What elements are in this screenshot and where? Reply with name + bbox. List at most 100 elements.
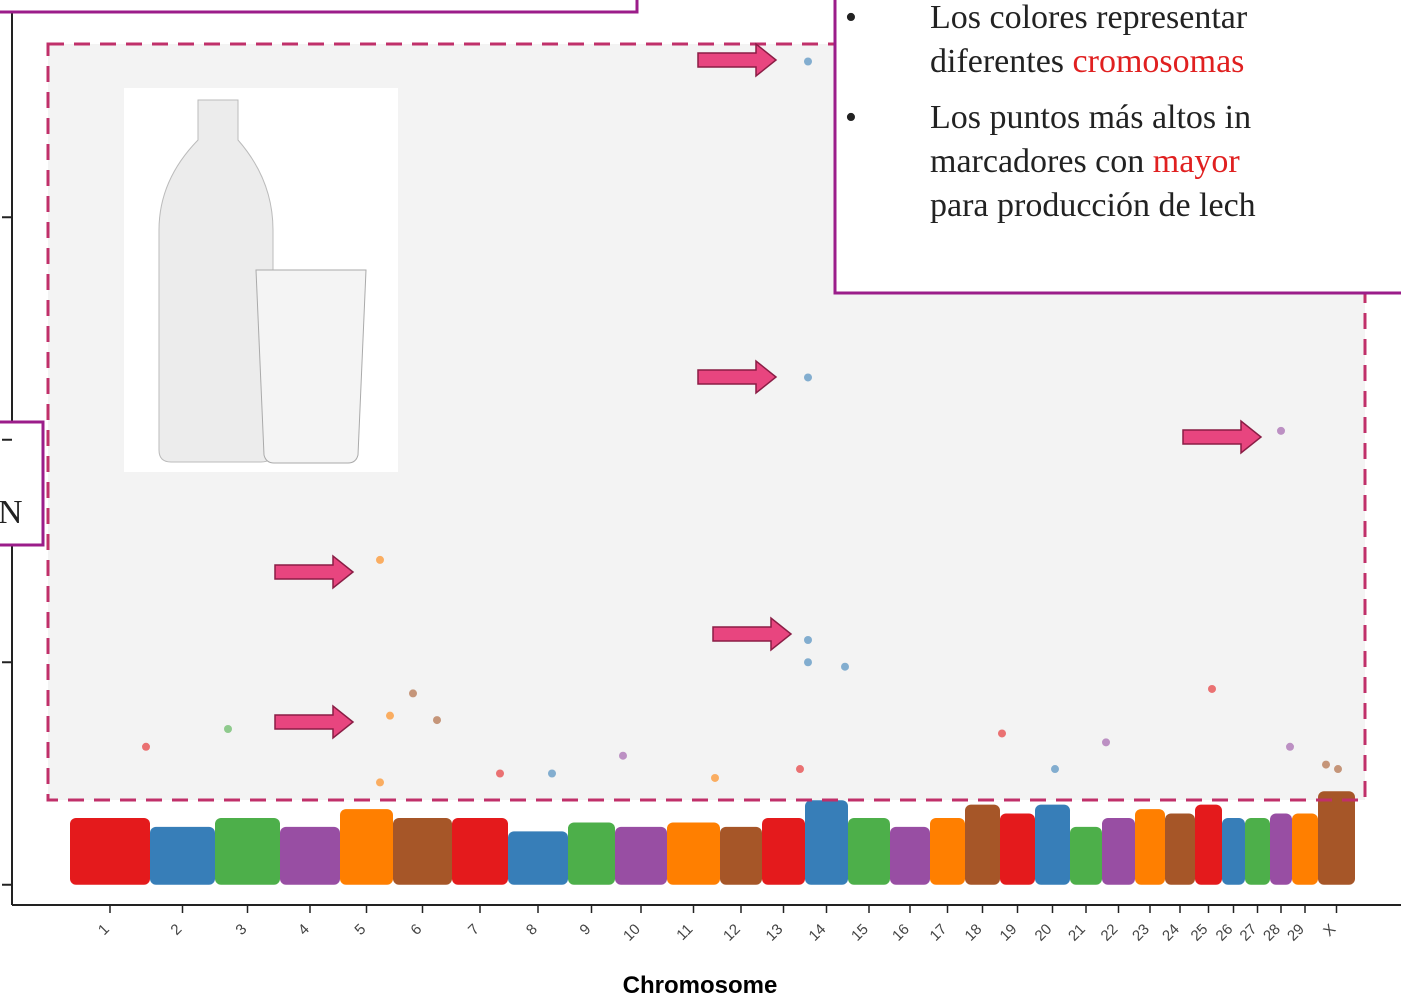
note-text: marcadores con — [930, 143, 1153, 180]
note-text: para producción de lech — [930, 187, 1256, 224]
x-tick-label: 20 — [1032, 921, 1056, 945]
snp-point — [1277, 427, 1285, 435]
snp-point — [711, 774, 719, 782]
note-highlight: mayor — [1153, 143, 1241, 180]
x-tick-label: 29 — [1284, 921, 1308, 945]
chromosome-cloud — [280, 827, 340, 885]
x-tick-label: 14 — [806, 921, 830, 945]
chromosome-cloud — [1292, 814, 1318, 885]
x-tick-label: X — [1320, 921, 1339, 940]
x-tick-label: 1 — [95, 921, 113, 939]
x-tick-label: 25 — [1188, 921, 1212, 945]
snp-point — [998, 729, 1006, 737]
note-text: marcadores con mayor — [930, 143, 1240, 180]
chromosome-cloud — [1318, 791, 1355, 884]
chromosome-cloud — [1070, 827, 1102, 885]
chromosome-cloud — [568, 822, 615, 884]
x-tick-label: 9 — [576, 921, 594, 939]
chromosome-cloud — [965, 805, 1000, 885]
snp-point — [548, 770, 556, 778]
snp-point — [1286, 743, 1294, 751]
snp-point — [804, 636, 812, 644]
snp-point — [804, 58, 812, 66]
snp-point — [1208, 685, 1216, 693]
snp-point — [376, 556, 384, 564]
glass — [256, 270, 366, 463]
x-tick-label: 4 — [295, 921, 313, 939]
x-axis-label: Chromosome — [623, 972, 778, 999]
snp-point — [1334, 765, 1342, 773]
chromosome-cloud — [1245, 818, 1270, 885]
chromosome-cloud — [1222, 818, 1245, 885]
snp-point — [386, 712, 394, 720]
chromosome-cloud — [1135, 809, 1165, 885]
x-tick-label: 18 — [962, 921, 986, 945]
side-label: N — [0, 494, 23, 531]
x-tick-label: 16 — [889, 921, 913, 945]
snp-point — [376, 778, 384, 786]
chromosome-cloud — [805, 800, 848, 885]
x-tick-label: 17 — [927, 921, 951, 945]
x-tick-label: 28 — [1260, 921, 1284, 945]
snp-point — [841, 663, 849, 671]
x-tick-label: 7 — [465, 921, 483, 939]
chromosome-cloud — [150, 827, 215, 885]
chromosome-cloud — [930, 818, 965, 885]
snp-point — [433, 716, 441, 724]
x-tick-label: 26 — [1213, 921, 1237, 945]
x-tick-label: 5 — [351, 921, 369, 939]
bullet: • — [845, 0, 857, 36]
snp-point — [1322, 761, 1330, 769]
chromosome-cloud — [1195, 805, 1222, 885]
x-tick-label: 21 — [1065, 921, 1089, 945]
snp-point — [804, 658, 812, 666]
chromosome-cloud — [667, 822, 720, 884]
snp-point — [619, 752, 627, 760]
slide: Chromosome N • Los colores representar d… — [0, 0, 1401, 1005]
x-tick-label: 23 — [1129, 921, 1153, 945]
x-tick-label: 3 — [232, 921, 250, 939]
chromosome-cloud — [720, 827, 762, 885]
chromosome-cloud — [1000, 814, 1035, 885]
chromosome-cloud — [1102, 818, 1135, 885]
chromosome-cloud — [340, 809, 393, 885]
chromosome-cloud — [452, 818, 508, 885]
x-tick-label: 2 — [167, 921, 185, 939]
chromosome-cloud — [508, 831, 568, 884]
x-tick-label: 12 — [720, 921, 744, 945]
bullet: • — [845, 99, 857, 136]
x-tick-label: 11 — [673, 921, 696, 944]
x-tick-label: 27 — [1237, 921, 1261, 945]
note-highlight: cromosomas — [1073, 43, 1245, 80]
snp-point — [1051, 765, 1059, 773]
chromosome-cloud — [1035, 805, 1070, 885]
chromosome-cloud — [393, 818, 452, 885]
x-tick-label: 15 — [848, 921, 872, 945]
chromosome-cloud — [1165, 814, 1195, 885]
chromosome-cloud — [215, 818, 280, 885]
snp-point — [224, 725, 232, 733]
x-tick-label: 10 — [620, 921, 644, 945]
x-tick-label: 24 — [1159, 921, 1183, 945]
chromosome-cloud — [890, 827, 930, 885]
snp-point — [409, 689, 417, 697]
title-box — [0, 0, 637, 12]
x-tick-label: 22 — [1098, 921, 1122, 945]
snp-point — [142, 743, 150, 751]
x-tick-label: 6 — [407, 921, 425, 939]
x-tick-label: 19 — [997, 921, 1021, 945]
snp-point — [1102, 738, 1110, 746]
chromosome-cloud — [1270, 814, 1292, 885]
chromosome-cloud — [762, 818, 805, 885]
chromosome-cloud — [615, 827, 667, 885]
x-tick-label: 13 — [763, 921, 787, 945]
note-text: Los colores representar — [930, 0, 1248, 36]
x-tick-label: 8 — [523, 921, 541, 939]
snp-point — [804, 373, 812, 381]
note-text: diferentes — [930, 43, 1073, 80]
note-text: Los puntos más altos in — [930, 99, 1251, 136]
chromosome-cloud — [848, 818, 890, 885]
snp-point — [796, 765, 804, 773]
snp-point — [496, 770, 504, 778]
milk-image — [124, 88, 398, 472]
